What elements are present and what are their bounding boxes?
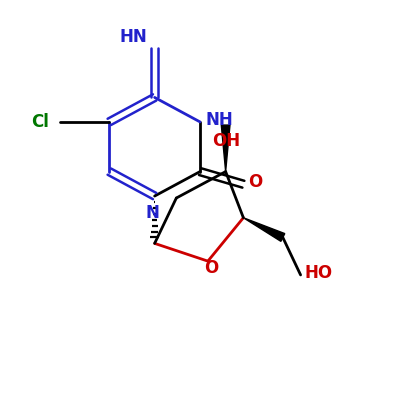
- Polygon shape: [221, 125, 230, 172]
- Text: OH: OH: [212, 132, 240, 150]
- Text: HN: HN: [119, 28, 147, 46]
- Text: O: O: [248, 173, 262, 191]
- Text: NH: NH: [206, 111, 234, 129]
- Text: Cl: Cl: [31, 113, 49, 131]
- Text: N: N: [146, 204, 160, 222]
- Text: O: O: [204, 259, 218, 277]
- Text: HO: HO: [304, 264, 333, 282]
- Polygon shape: [243, 218, 285, 241]
